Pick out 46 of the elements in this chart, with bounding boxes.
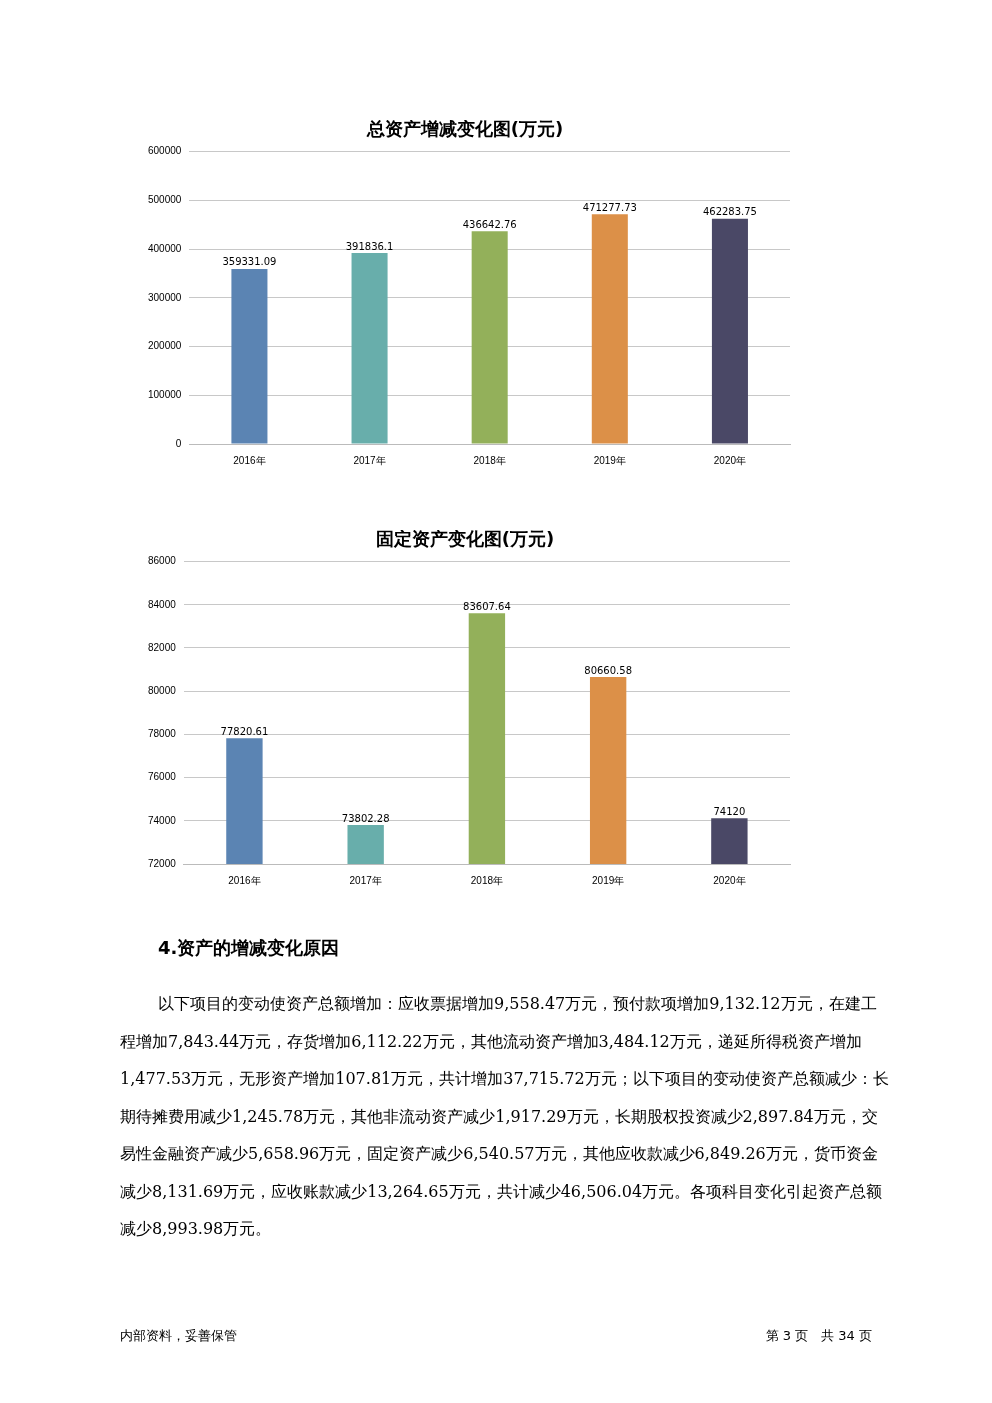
y-tick-label: 86000 <box>148 555 177 567</box>
y-tick-label: 76000 <box>148 771 177 783</box>
x-tick-label: 2019年 <box>593 454 626 466</box>
data-label: 80660.58 <box>584 664 632 676</box>
y-tick-label: 82000 <box>148 641 177 653</box>
text: 4.资产的增减变化原因 <box>158 936 340 960</box>
data-label: 73802.28 <box>341 812 390 824</box>
data-label: 471277.73 <box>582 201 637 213</box>
bar <box>231 268 268 444</box>
x-tick-label: 2018年 <box>473 454 506 466</box>
y-tick-label: 600000 <box>147 145 182 157</box>
text: 以下项目的变动使资产总额增加：应收票据增加9,558.47万元，预付款项增加9,132.12万元，在建工程增加7,843.44万元，存货增加6,112.22万元，其他流动资产增加3,484.12万元，递延所得税资产增加1,477.53万元，无形资产增加107.81万元，共计增加37,715.72万元；以下项目的变动使资产总额减少：长期待摊费用减少1,245.78万元，其他非流动资产减少1,917.29万元，长期股权投资减少2,897.84万元，交易性金融资产减少5,658.96万元，固定资产减少6,540.57万元，其他应收款减少6,849.26万元，货币资金减少8,131.69万元，应收账款减少13,264.65万元，共计减少46,506.04万元。各项科目变化引起资产总额减少8,993.98万元。 <box>120 993 890 1240</box>
y-tick-label: 72000 <box>148 857 177 869</box>
chart-title: 总资产增减变化图(万元) <box>365 118 564 140</box>
data-label: 77820.61 <box>220 725 269 737</box>
x-tick-label: 2016年 <box>233 454 266 466</box>
y-tick-label: 200000 <box>147 340 182 352</box>
data-label: 359331.09 <box>222 256 277 268</box>
chart-title: 固定资产变化图(万元) <box>375 528 555 550</box>
text: 第 3 页 共 34 页 <box>765 1327 872 1345</box>
data-label: 391836.1 <box>345 240 394 252</box>
y-tick-label: 500000 <box>147 194 182 206</box>
y-tick-label: 400000 <box>147 242 182 254</box>
y-tick-label: 78000 <box>148 728 177 740</box>
x-tick-label: 2020年 <box>713 454 747 466</box>
x-tick-label: 2020年 <box>713 874 746 886</box>
bar <box>711 218 748 444</box>
y-tick-label: 80000 <box>148 684 177 696</box>
x-tick-label: 2017年 <box>353 454 386 466</box>
x-tick-label: 2018年 <box>470 874 504 886</box>
x-tick-label: 2017年 <box>349 874 382 886</box>
y-tick-label: 74000 <box>148 814 177 826</box>
data-label: 83607.64 <box>463 600 511 612</box>
y-tick-label: 0 <box>175 437 182 449</box>
bar <box>351 253 388 444</box>
bar <box>471 231 508 444</box>
y-tick-label: 300000 <box>147 291 182 303</box>
data-label: 462283.75 <box>702 206 757 218</box>
data-label: 74120 <box>713 805 746 817</box>
bar <box>591 214 628 444</box>
x-tick-label: 2016年 <box>228 874 261 886</box>
y-tick-label: 100000 <box>147 389 182 401</box>
text: 内部资料，妥善保管 <box>120 1327 237 1345</box>
x-tick-label: 2019年 <box>592 874 625 886</box>
data-label: 436642.76 <box>462 218 517 230</box>
y-tick-label: 84000 <box>148 598 177 610</box>
